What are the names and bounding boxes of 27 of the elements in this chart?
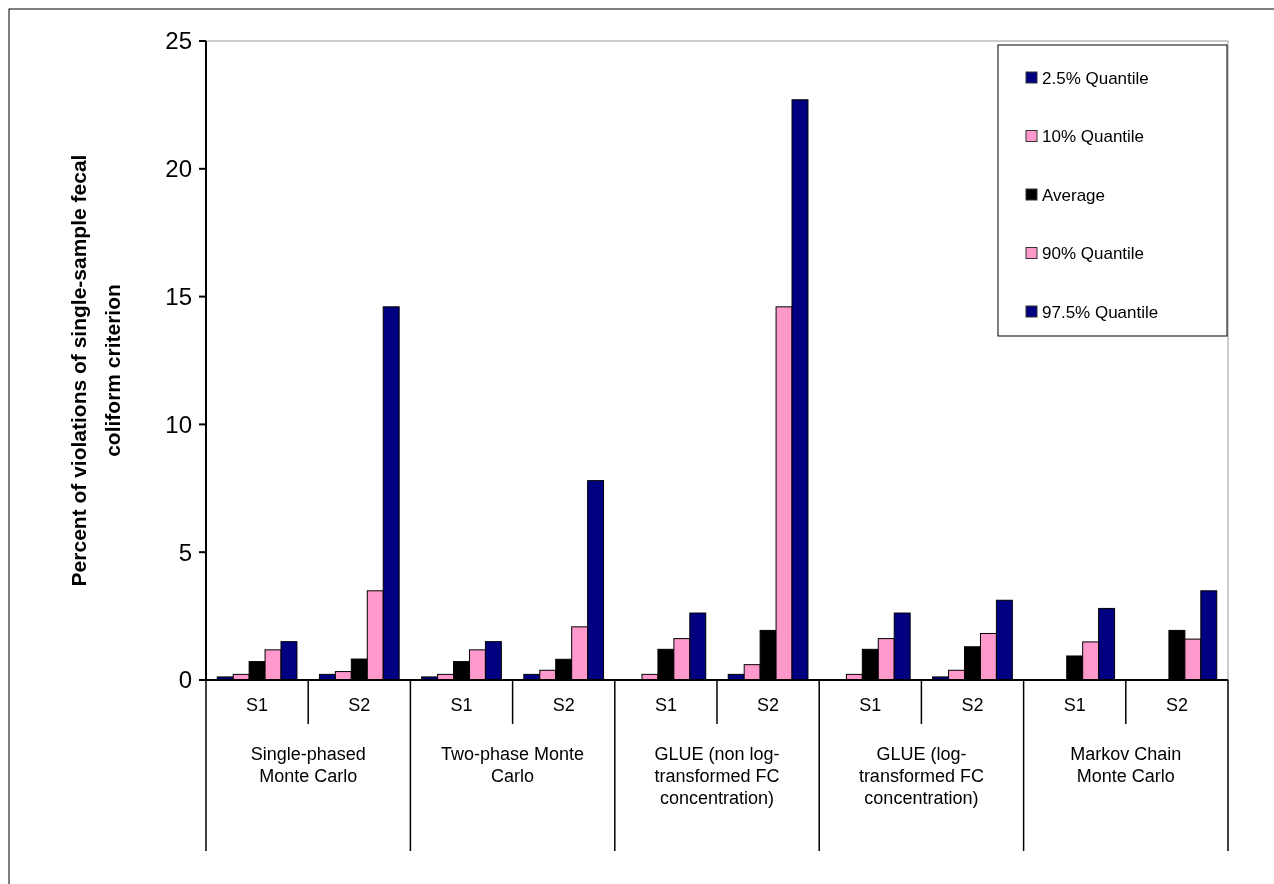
y-tick-label: 0 (178, 666, 192, 694)
x-tick-label: S2 (757, 695, 780, 716)
x-tick-label: S1 (654, 695, 677, 716)
text: Markov Chain Monte Carlo (1070, 744, 1182, 787)
text: Single-phased Monte Carlo (250, 744, 366, 787)
x-tick-label: S2 (1165, 695, 1188, 716)
x-tick-label: S2 (552, 695, 575, 716)
y-tick-label: 25 (165, 27, 192, 55)
x-tick-label: S1 (246, 695, 269, 716)
text: GLUE (non log- transformed FC concentration) (654, 744, 780, 809)
x-tick-label: S2 (348, 695, 371, 716)
y-tick-label: 5 (178, 538, 192, 566)
y-axis-title: Percent of violations of single-sample fecal coliform criterion (67, 154, 124, 587)
legend-label: Average (1042, 185, 1106, 205)
legend-label: 2.5% Quantile (1042, 68, 1149, 88)
legend-label: 90% Quantile (1042, 244, 1145, 264)
legend-label: 97.5% Quantile (1042, 302, 1159, 322)
y-tick-label: 15 (165, 283, 192, 310)
x-tick-label: S1 (450, 695, 473, 716)
y-tick-label: 20 (165, 155, 192, 183)
x-tick-label: S1 (1063, 695, 1086, 716)
text: Two-phase Monte Carlo (441, 744, 585, 787)
text: GLUE (log- transformed FC concentration) (858, 744, 984, 809)
x-tick-label: S2 (961, 695, 984, 716)
x-tick-label: S1 (859, 695, 882, 716)
y-tick-label: 10 (165, 410, 192, 438)
legend-label: 10% Quantile (1042, 127, 1145, 147)
